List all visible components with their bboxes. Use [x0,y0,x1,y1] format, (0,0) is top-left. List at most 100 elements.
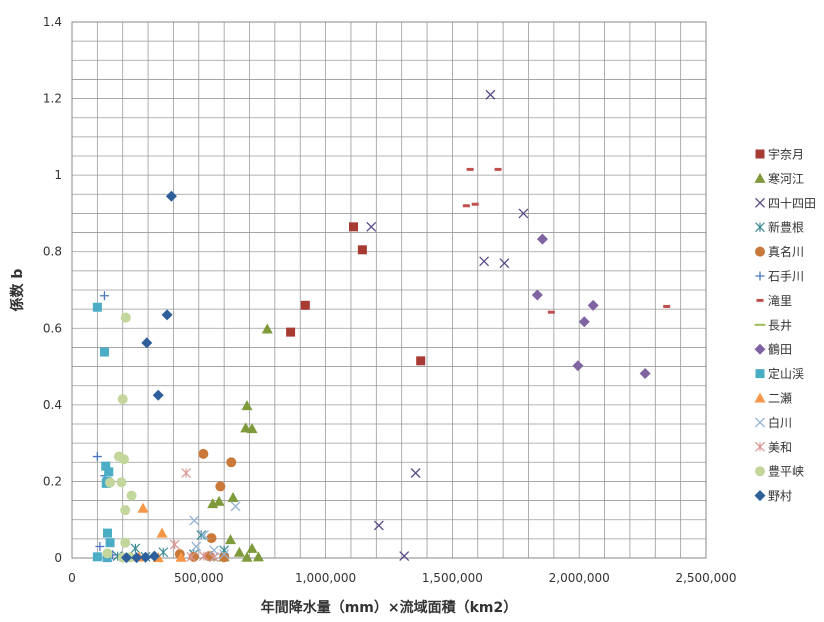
plot-frame [71,21,707,559]
data-point [209,552,219,563]
y-tick-label: 1 [54,168,62,182]
data-point [471,202,479,206]
legend-marker [755,197,765,208]
data-point [116,477,127,488]
data-point [189,515,200,526]
data-point [578,316,590,328]
legend-item: 鶴田 [754,342,792,357]
series-14 [121,190,177,564]
data-point [466,167,474,171]
data-point [165,190,177,202]
legend-marker [755,466,765,477]
data-point [121,552,133,564]
data-point [141,337,153,349]
data-point [186,551,197,562]
data-point [104,467,114,477]
grid-lines [71,21,707,559]
data-point [233,546,245,557]
series-1 [205,323,273,562]
data-point [117,394,128,405]
legend-label: 鶴田 [768,342,792,357]
y-tick-label: 0 [54,551,62,565]
data-point [373,520,384,531]
x-tick-label: 1,000,000 [295,571,356,585]
data-point [99,347,109,357]
data-point [230,501,241,512]
series-2 [366,89,529,562]
legend-item: 野村 [754,489,792,503]
legend-label: 白川 [768,415,792,430]
data-point [181,468,192,478]
data-point [366,221,377,232]
data-point [227,492,239,503]
y-tick-label: 0.6 [43,321,62,335]
data-point [219,549,230,560]
data-point [572,360,584,372]
data-point [130,543,141,554]
x-tick-label: 2,500,000 [675,571,736,585]
data-point [494,167,502,171]
legend-item: 定山渓 [755,366,804,381]
data-point [175,551,187,562]
data-point [120,537,131,548]
legend-label: 新豊根 [768,220,804,235]
data-point [536,233,548,245]
series-8 [531,233,651,379]
legend-item: 宇奈月 [755,148,804,162]
x-tick-label: 2,000,000 [549,571,610,585]
data-point [300,300,310,310]
legend-label: 真名川 [768,244,804,259]
legend-item: 長井 [754,318,792,332]
data-point [499,258,510,269]
legend-label: 長井 [768,318,792,332]
data-point [399,551,410,562]
data-point [188,551,199,562]
y-tick-label: 1.2 [43,92,62,106]
legend-marker [754,392,766,403]
y-tick-label: 0.2 [43,474,62,488]
data-point [639,367,651,379]
legend-label: 寒河江 [768,171,804,186]
legend-item: 寒河江 [754,171,804,186]
axis-ticks: 0 500,000 1,000,000 1,500,000 2,000,000 2,500… [43,15,737,585]
data-point [118,454,129,465]
x-tick-label: 500,000 [174,571,224,585]
series-9 [92,302,115,563]
data-point [226,457,237,468]
legend-label: 石手川 [768,270,804,284]
data-points [92,89,671,564]
legend-item: 真名川 [755,244,804,259]
x-tick-label: 0 [68,571,76,585]
legend-label: 二瀬 [768,392,792,406]
data-point [479,256,490,267]
data-point [357,245,367,255]
x-axis-title: 年間降水量（mm）×流域面積（km2） [261,599,518,616]
data-point [198,448,209,459]
data-point [92,552,102,562]
data-point [156,527,168,538]
series-11 [189,501,241,563]
legend-label: 宇奈月 [768,148,804,162]
legend-label: 美和 [768,440,792,454]
legend-marker [754,490,766,502]
legend-item: 白川 [755,415,792,430]
legend-marker [755,222,765,233]
data-point [531,289,543,301]
series-5 [92,291,118,560]
legend-marker [755,417,765,428]
legend-marker [755,369,765,379]
legend-label: 定山渓 [768,366,804,381]
data-point [206,533,217,544]
data-point [219,552,230,563]
data-point [99,291,109,301]
data-point [246,542,258,553]
data-point [547,310,555,314]
legend-marker [755,271,765,281]
y-axis-title: 係数 b [9,269,26,312]
data-point [92,302,102,312]
legend-label: 滝里 [768,294,792,308]
data-point [169,539,180,550]
legend-marker [756,298,764,302]
data-point [241,400,253,411]
